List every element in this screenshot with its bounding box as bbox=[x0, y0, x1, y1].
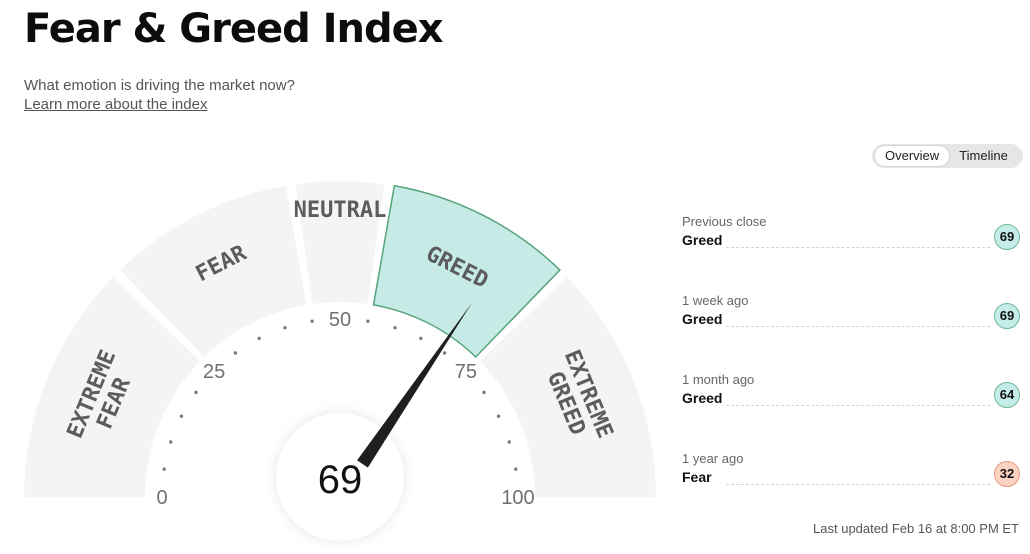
tick-dot bbox=[162, 467, 166, 471]
gauge-zone-extreme-fear bbox=[24, 277, 200, 497]
history-value-badge: 69 bbox=[994, 224, 1020, 250]
history-1-week: 1 week ago Greed 69 bbox=[682, 293, 1020, 341]
history-value-badge: 64 bbox=[994, 382, 1020, 408]
zone-label-neutral: NEUTRAL bbox=[294, 198, 387, 223]
gauge-needle bbox=[357, 302, 473, 468]
last-updated: Last updated Feb 16 at 8:00 PM ET bbox=[813, 521, 1019, 536]
gauge-scale-labels: 0 25 50 75 100 bbox=[156, 309, 534, 509]
tick-dot bbox=[179, 414, 184, 418]
tick-dot bbox=[496, 414, 501, 418]
gauge-zones bbox=[24, 181, 656, 497]
tick-dot bbox=[310, 319, 314, 323]
scale-label: 75 bbox=[455, 361, 477, 383]
overview-tab[interactable]: Overview bbox=[875, 146, 950, 166]
history-value-badge: 69 bbox=[994, 303, 1020, 329]
timeline-tab[interactable]: Timeline bbox=[959, 148, 1008, 163]
page-title: Fear & Greed Index bbox=[24, 6, 444, 52]
history-label: 1 week ago bbox=[682, 293, 749, 308]
history-divider bbox=[726, 405, 990, 406]
gauge-value: 69 bbox=[318, 458, 363, 502]
tick-dot bbox=[442, 351, 447, 355]
history-divider bbox=[726, 484, 990, 485]
gauge-zone-neutral bbox=[295, 181, 385, 304]
history-rating: Fear bbox=[682, 469, 712, 485]
history-1-year: 1 year ago Fear 32 bbox=[682, 451, 1020, 499]
history-label: 1 year ago bbox=[682, 451, 744, 466]
history-rating: Greed bbox=[682, 311, 723, 327]
tick-dot bbox=[283, 326, 287, 330]
gauge-zone-extreme-greed bbox=[480, 277, 656, 497]
history-previous-close: Previous close Greed 69 bbox=[682, 214, 1020, 262]
tick-dot bbox=[393, 326, 397, 330]
tick-dot bbox=[514, 467, 518, 471]
history-rating: Greed bbox=[682, 232, 723, 248]
tick-dot bbox=[169, 440, 173, 444]
tick-dot bbox=[419, 336, 423, 341]
history-divider bbox=[726, 247, 990, 248]
history-1-month: 1 month ago Greed 64 bbox=[682, 372, 1020, 420]
history-label: Previous close bbox=[682, 214, 767, 229]
tick-dot bbox=[233, 351, 238, 355]
tick-dot bbox=[482, 390, 486, 395]
history-label: 1 month ago bbox=[682, 372, 755, 387]
page-subtitle: What emotion is driving the market now? bbox=[24, 77, 295, 94]
gauge-zone-greed bbox=[372, 184, 561, 359]
scale-label: 25 bbox=[203, 361, 225, 383]
history-divider bbox=[726, 326, 990, 327]
gauge-tick-dots bbox=[162, 319, 518, 471]
scale-label: 0 bbox=[156, 487, 167, 509]
history-value-badge: 32 bbox=[994, 461, 1020, 487]
scale-label: 100 bbox=[501, 487, 534, 509]
scale-label: 50 bbox=[329, 309, 351, 331]
view-toggle: Overview Timeline bbox=[872, 144, 1023, 168]
gauge-zone-fear bbox=[120, 185, 307, 357]
tick-dot bbox=[194, 390, 198, 395]
tick-dot bbox=[257, 336, 261, 341]
tick-dot bbox=[366, 319, 370, 323]
history-rating: Greed bbox=[682, 390, 723, 406]
learn-more-link[interactable]: Learn more about the index bbox=[24, 96, 208, 113]
tick-dot bbox=[507, 440, 511, 444]
